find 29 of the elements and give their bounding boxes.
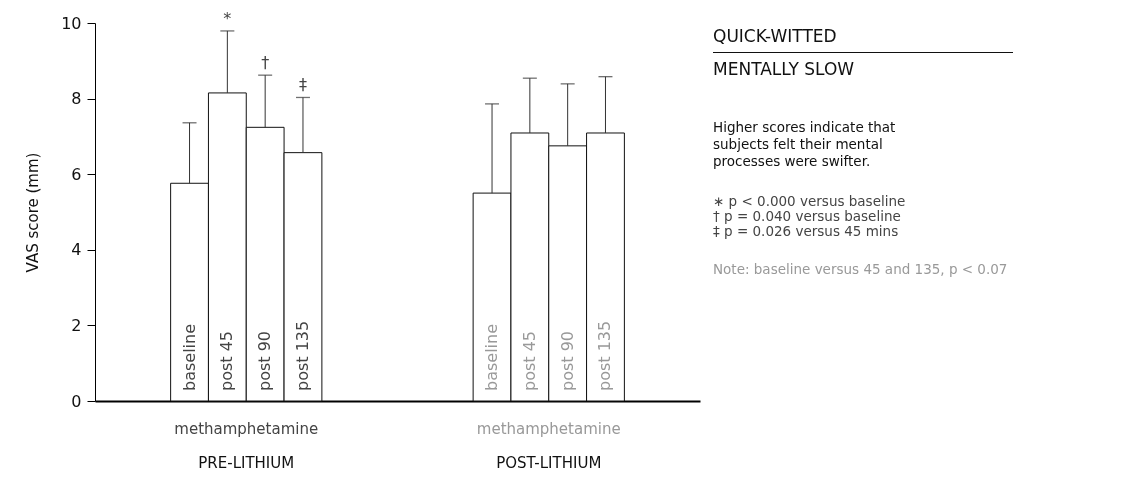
text: ∗ p < 0.000 versus baseline xyxy=(713,193,907,209)
x-tick-label: post 45 xyxy=(217,331,237,391)
text: Note: baseline versus 45 and 135, p < 0.07 xyxy=(713,261,1009,277)
y-axis-title: VAS score (mm) xyxy=(24,152,43,273)
y-tick-label: 6 xyxy=(71,164,82,184)
y-tick-label: 8 xyxy=(71,89,82,109)
text: ‡ p = 0.026 versus 45 mins xyxy=(713,223,900,239)
text: QUICK-WITTED xyxy=(713,26,838,46)
x-tick-label: post 135 xyxy=(292,320,312,391)
x-tick-label: baseline xyxy=(179,323,199,391)
y-tick-label: 0 xyxy=(71,391,82,411)
y-tick-label: 4 xyxy=(71,240,82,260)
text: Higher scores indicate that subjects felt their mental processes were swifter. xyxy=(713,119,897,170)
x-tick-label: post 90 xyxy=(557,331,577,391)
x-tick-label: post 45 xyxy=(519,331,539,391)
text: † p = 0.040 versus baseline xyxy=(713,208,902,224)
x-tick-label: post 135 xyxy=(595,320,615,391)
text: MENTALLY SLOW xyxy=(713,59,856,79)
text: PRE-LITHIUM xyxy=(198,454,295,472)
y-tick-label: 2 xyxy=(71,315,82,335)
annotation: † xyxy=(261,53,270,73)
text: POST-LITHIUM xyxy=(496,454,602,472)
text: methamphetamine xyxy=(174,420,319,438)
x-tick-label: post 90 xyxy=(255,331,275,391)
text: methamphetamine xyxy=(476,420,621,438)
x-tick-label: baseline xyxy=(482,323,502,391)
y-tick-label: 10 xyxy=(61,13,82,33)
annotation: ‡ xyxy=(298,75,307,95)
annotation: * xyxy=(223,8,232,28)
